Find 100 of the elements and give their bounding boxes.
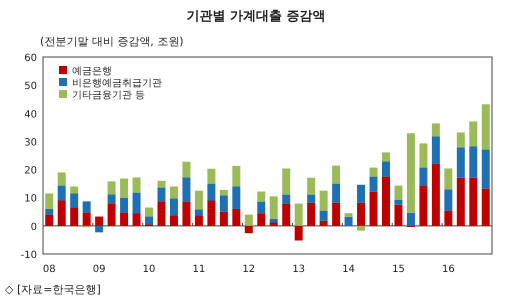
bar — [357, 226, 366, 231]
bar — [182, 177, 190, 202]
bar — [257, 213, 266, 226]
bar — [157, 188, 166, 202]
bar — [108, 194, 116, 204]
bar — [182, 202, 190, 226]
bar — [157, 201, 166, 226]
bar — [344, 213, 353, 217]
y-tick-label: 20 — [24, 166, 37, 177]
bar — [170, 186, 178, 199]
y-tick-label: 10 — [24, 194, 37, 205]
bar — [344, 216, 353, 226]
bar — [70, 208, 78, 226]
legend-label: 비은행예금취급기관 — [72, 78, 162, 89]
bar — [220, 212, 228, 226]
bar — [307, 194, 316, 203]
bar — [320, 210, 328, 221]
bar — [382, 152, 390, 162]
bar — [432, 123, 440, 136]
bar — [419, 186, 428, 226]
bar — [482, 150, 490, 189]
text: ◇ [자료=한국은행] — [5, 283, 101, 296]
chart-subtitle: (전분기말 대비 증감액, 조원) — [40, 35, 184, 48]
bar — [207, 184, 216, 201]
bar — [307, 178, 316, 195]
bar — [257, 202, 266, 214]
bar — [357, 202, 366, 226]
bar — [294, 204, 303, 226]
bar — [232, 208, 240, 226]
bar — [469, 178, 478, 226]
bar — [132, 192, 141, 214]
bar — [482, 188, 490, 226]
bar — [45, 208, 54, 215]
bar — [45, 214, 54, 226]
y-tick-label: 60 — [24, 53, 37, 64]
bar — [182, 162, 190, 178]
y-tick-label: 30 — [24, 137, 37, 148]
bar — [357, 184, 366, 203]
x-tick-label: 15 — [392, 264, 405, 275]
bar — [145, 216, 154, 224]
bar — [482, 104, 490, 150]
x-tick-label: 08 — [42, 264, 56, 275]
bar — [194, 190, 203, 210]
bar — [406, 133, 415, 213]
bar — [95, 226, 104, 232]
bar — [207, 200, 216, 226]
y-tick-label: 50 — [24, 81, 37, 92]
bar — [382, 161, 390, 177]
bar — [108, 181, 116, 194]
bar — [257, 192, 266, 202]
bar — [132, 177, 141, 193]
bar — [120, 198, 128, 213]
bar — [70, 186, 78, 194]
bar — [108, 203, 116, 226]
legend-label: 예금은행 — [72, 66, 112, 77]
bar — [307, 202, 316, 226]
bar — [220, 190, 228, 196]
bar — [45, 193, 54, 209]
x-tick-label: 12 — [242, 264, 256, 275]
bar — [270, 218, 278, 222]
bar — [456, 178, 465, 226]
bar — [282, 194, 290, 204]
x-tick-label: 10 — [142, 264, 156, 275]
bar — [444, 210, 452, 226]
bar — [120, 178, 128, 198]
bar — [220, 195, 228, 212]
bar — [157, 180, 166, 188]
bar — [456, 132, 465, 148]
bar — [370, 176, 378, 192]
bar — [456, 147, 465, 178]
bar — [394, 200, 402, 205]
bar — [207, 168, 216, 184]
bar — [469, 121, 478, 146]
bar — [95, 216, 104, 226]
bar — [145, 208, 154, 217]
bar — [394, 186, 402, 200]
bar — [394, 204, 402, 226]
bar — [406, 212, 415, 226]
bar — [170, 215, 178, 226]
bar — [244, 226, 253, 234]
bar — [232, 186, 240, 209]
bar — [469, 146, 478, 178]
bar — [444, 190, 452, 211]
bar — [58, 172, 66, 186]
y-tick-label: 0 — [30, 222, 37, 233]
bar — [232, 166, 240, 186]
y-tick-label: 40 — [24, 109, 37, 120]
legend-label: 기타금융기관 등 — [72, 90, 146, 101]
bar — [120, 212, 128, 226]
bar — [320, 220, 328, 226]
x-tick-label: 13 — [292, 264, 306, 275]
bar — [194, 210, 203, 216]
bar — [132, 213, 141, 226]
bar — [58, 186, 66, 201]
bar — [170, 198, 178, 216]
bar — [194, 215, 203, 226]
bar — [432, 136, 440, 164]
bar — [270, 222, 278, 226]
bar — [382, 176, 390, 226]
x-tick-label: 11 — [192, 264, 206, 275]
